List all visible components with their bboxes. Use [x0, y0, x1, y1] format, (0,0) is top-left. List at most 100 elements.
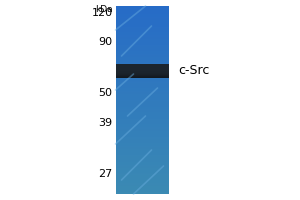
Bar	[116, 11, 169, 13]
Bar	[116, 80, 169, 81]
Bar	[116, 115, 169, 116]
Bar	[116, 160, 169, 161]
Bar	[116, 129, 169, 130]
Bar	[116, 101, 169, 102]
Bar	[116, 24, 169, 25]
Bar	[116, 41, 169, 42]
Bar	[116, 126, 169, 127]
Bar	[116, 144, 169, 145]
Bar	[116, 64, 169, 78]
Bar	[116, 69, 169, 70]
Bar	[116, 131, 169, 132]
Bar	[116, 180, 169, 181]
Bar	[116, 71, 169, 72]
Bar	[116, 105, 169, 107]
Bar	[116, 33, 169, 34]
Bar	[116, 118, 169, 119]
Bar	[116, 163, 169, 164]
Bar	[116, 66, 169, 67]
Bar	[116, 136, 169, 137]
Bar	[116, 174, 169, 175]
Bar	[116, 159, 169, 160]
Bar	[116, 89, 169, 90]
Bar	[116, 13, 169, 14]
Bar	[116, 35, 169, 36]
Text: kDa: kDa	[95, 5, 112, 14]
Bar	[116, 99, 169, 100]
Bar	[116, 103, 169, 104]
Bar	[116, 48, 169, 49]
Bar	[116, 51, 169, 52]
Bar	[116, 54, 169, 55]
Bar	[116, 123, 169, 124]
Bar	[116, 121, 169, 123]
Bar	[116, 133, 169, 134]
Bar	[116, 26, 169, 28]
Bar	[116, 169, 169, 170]
Bar	[116, 27, 169, 29]
Bar	[116, 18, 169, 19]
Bar	[116, 168, 169, 170]
Bar	[116, 42, 169, 44]
Bar	[116, 83, 169, 84]
Bar	[116, 86, 169, 87]
Bar	[116, 94, 169, 95]
Bar	[116, 151, 169, 152]
Bar	[116, 88, 169, 89]
Bar	[116, 147, 169, 148]
Bar	[116, 40, 169, 41]
Bar	[116, 189, 169, 190]
Bar	[116, 170, 169, 171]
Bar	[116, 188, 169, 189]
Bar	[116, 38, 169, 39]
Bar	[116, 145, 169, 146]
Bar	[116, 44, 169, 45]
Bar	[116, 8, 169, 9]
Bar	[116, 183, 169, 185]
Text: 120: 120	[92, 8, 112, 18]
Bar	[116, 25, 169, 26]
Bar	[116, 96, 169, 97]
Bar	[116, 75, 169, 76]
Bar	[116, 98, 169, 99]
Bar	[116, 152, 169, 153]
Bar	[116, 12, 169, 14]
Text: 27: 27	[98, 169, 112, 179]
Bar	[116, 57, 169, 58]
Bar	[116, 56, 169, 57]
Bar	[116, 60, 169, 61]
Bar	[116, 128, 169, 129]
Bar	[116, 55, 169, 56]
Bar	[116, 78, 169, 79]
Bar	[116, 63, 169, 64]
Bar	[116, 158, 169, 159]
Bar	[116, 95, 169, 96]
Bar	[116, 81, 169, 82]
Bar	[116, 135, 169, 136]
Bar	[116, 22, 169, 23]
Bar	[116, 75, 169, 77]
Bar	[116, 34, 169, 35]
Text: 50: 50	[98, 88, 112, 98]
Bar	[116, 111, 169, 112]
Bar	[116, 110, 169, 111]
Bar	[116, 124, 169, 125]
Bar	[116, 53, 169, 54]
Bar	[116, 108, 169, 109]
Bar	[116, 20, 169, 21]
Bar	[116, 91, 169, 92]
Bar	[116, 146, 169, 147]
Bar	[116, 43, 169, 45]
Bar	[116, 15, 169, 16]
Bar	[116, 64, 169, 65]
Bar	[116, 72, 169, 73]
Bar	[116, 178, 169, 179]
Bar	[116, 17, 169, 18]
Bar	[116, 172, 169, 173]
Bar	[116, 76, 169, 77]
Bar	[116, 120, 169, 122]
Text: 39: 39	[98, 118, 112, 128]
Bar	[116, 192, 169, 193]
Bar	[116, 52, 169, 53]
Bar	[116, 50, 169, 51]
